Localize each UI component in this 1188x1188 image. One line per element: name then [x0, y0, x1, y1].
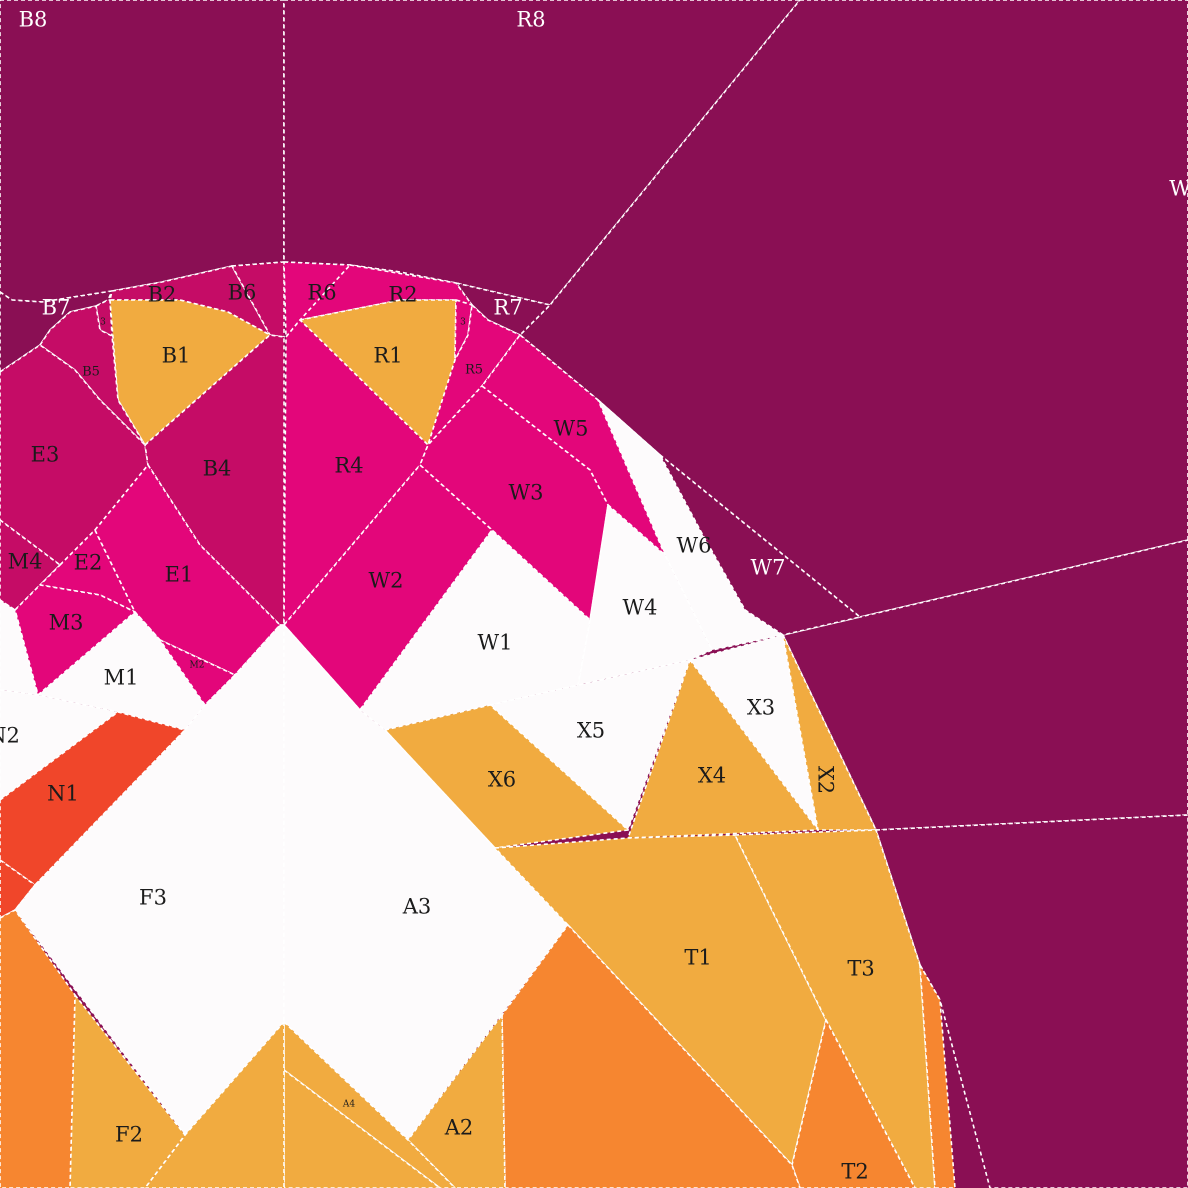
label-W4: W4	[623, 596, 658, 620]
label-X5: X5	[577, 719, 605, 743]
label-W6: W6	[677, 534, 712, 558]
label-E2: E2	[74, 551, 103, 575]
piece-X2	[782, 634, 877, 831]
label-M3: M3	[49, 611, 84, 635]
label-R7: R7	[493, 296, 522, 320]
label-E3: E3	[31, 443, 60, 467]
piece-X6	[384, 704, 629, 849]
piece-W6	[597, 399, 784, 651]
piece-N-lower	[0, 859, 36, 919]
label-T3: T3	[847, 957, 874, 981]
piece-T2	[791, 1019, 916, 1188]
piece-X4	[627, 659, 819, 839]
label-A4: A4	[342, 1100, 355, 1110]
label-M1: M1	[104, 666, 139, 690]
piece-E2	[39, 529, 136, 613]
label-W3: W3	[509, 481, 544, 505]
label-R4: R4	[334, 454, 363, 478]
piece-E1	[94, 464, 281, 676]
label-B6: B6	[228, 281, 257, 305]
label-R1: R1	[373, 344, 402, 368]
piece-A2	[407, 1014, 506, 1188]
piece-F2	[69, 994, 186, 1188]
piece-M2	[159, 639, 236, 706]
label-W2: W2	[369, 569, 404, 593]
label-B2: B2	[148, 283, 177, 307]
label-W1: W1	[478, 631, 513, 655]
label-N1: N1	[47, 782, 79, 806]
label-T1: T1	[684, 946, 711, 970]
label-B5: B5	[82, 365, 100, 380]
label-B4: B4	[203, 457, 232, 481]
label-W7: W7	[751, 556, 786, 580]
label-R6: R6	[307, 281, 336, 305]
label-W5: W5	[554, 417, 589, 441]
piece-R5	[427, 304, 521, 446]
label-W8: W	[1169, 177, 1188, 201]
piece-B8	[0, 0, 285, 303]
label-T2: T2	[841, 1160, 868, 1184]
piece-T-background	[875, 814, 1188, 1188]
label-X6: X6	[488, 768, 516, 792]
piece-F-left	[0, 909, 76, 1188]
piece-A5	[283, 1069, 441, 1188]
label-R5: R5	[465, 363, 483, 378]
label-A2: A2	[444, 1116, 474, 1140]
label-F2: F2	[115, 1123, 143, 1147]
piece-T-edge	[919, 964, 956, 1188]
label-R2: R2	[388, 283, 417, 307]
label-R3: 3	[460, 318, 466, 328]
piece-W1	[359, 529, 591, 731]
label-B3: 3	[100, 318, 106, 328]
label-N2: N2	[0, 724, 20, 748]
label-M4: M4	[8, 550, 43, 574]
label-X2: X2	[814, 766, 838, 794]
label-R8: R8	[516, 8, 545, 32]
label-M2: M2	[190, 661, 205, 671]
label-B7: B7	[42, 296, 71, 320]
piece-R3	[454, 299, 473, 361]
label-B8: B8	[19, 8, 48, 32]
piece-T1	[494, 834, 827, 1166]
label-X4: X4	[698, 764, 726, 788]
piece-F1	[144, 1021, 285, 1188]
label-A3: A3	[402, 895, 432, 919]
label-F3: F3	[139, 886, 167, 910]
label-B1: B1	[162, 344, 191, 368]
piece-A1	[501, 924, 801, 1188]
label-X3: X3	[747, 696, 775, 720]
label-E1: E1	[165, 563, 194, 587]
